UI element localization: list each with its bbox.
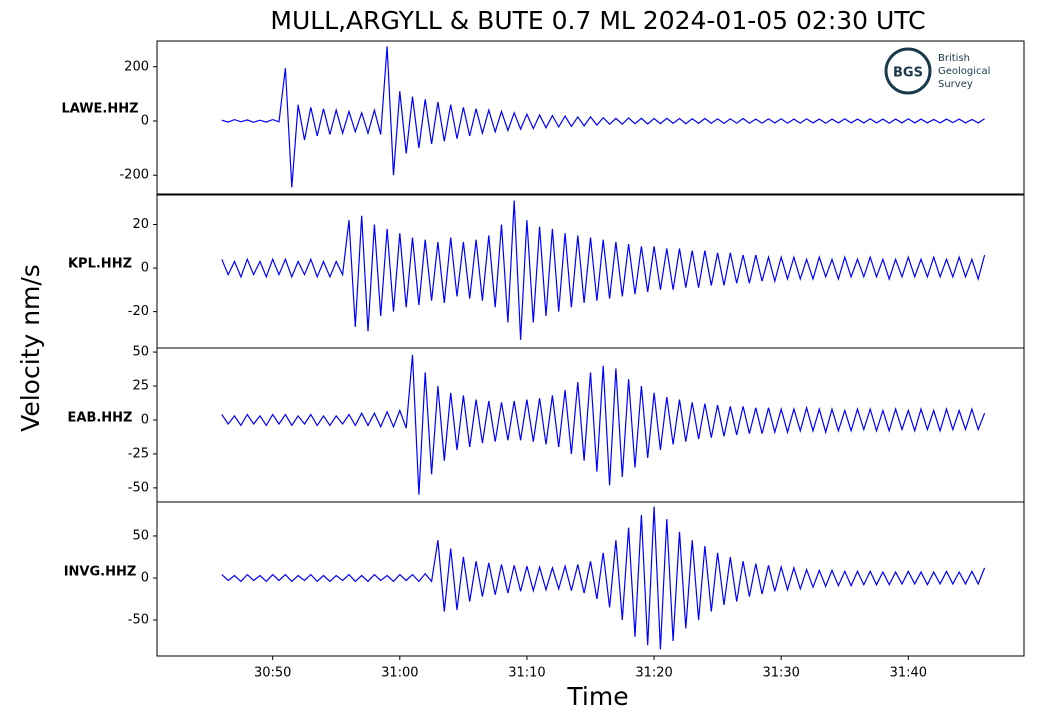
trace (221, 46, 985, 188)
x-tick-label: 31:10 (508, 666, 545, 681)
panel-frame (156, 40, 1025, 196)
y-axis-label: Velocity nm/s (16, 264, 45, 432)
y-tick-label: 25 (132, 379, 149, 394)
y-tick-label: 0 (141, 412, 149, 427)
x-tick-label: 31:00 (381, 666, 418, 681)
y-tick-label: -25 (128, 446, 149, 461)
x-tick-label: 31:20 (635, 666, 672, 681)
y-tick-label: 50 (132, 528, 149, 543)
panel-frame (156, 501, 1025, 657)
y-tick-label: -20 (128, 304, 149, 319)
trace (221, 354, 986, 495)
y-tick-label: 0 (141, 261, 149, 276)
station-label: KPL.HHZ (68, 257, 132, 272)
x-axis-label: Time (566, 682, 628, 711)
trace (221, 506, 986, 650)
x-tick-label: 30:50 (254, 666, 291, 681)
y-tick-label: 0 (141, 113, 149, 128)
panel-frame (156, 347, 1025, 503)
y-tick-label: -200 (119, 168, 149, 183)
logo-text: Survey (938, 79, 973, 90)
logo-ring (884, 47, 932, 95)
panel-frame (156, 193, 1025, 349)
y-tick-label: 0 (141, 570, 149, 585)
chart-title: MULL,ARGYLL & BUTE 0.7 ML 2024-01-05 02:… (270, 6, 925, 35)
station-label: LAWE.HHZ (61, 102, 138, 117)
logo-text: British (938, 53, 970, 64)
y-tick-label: -50 (128, 613, 149, 628)
logo-text: Geological (938, 66, 990, 77)
station-label: EAB.HHZ (68, 411, 133, 426)
logo-mark: BGS (893, 66, 923, 81)
logo: BGS British Geological Survey (884, 47, 990, 95)
y-tick-label: 200 (124, 59, 149, 74)
y-tick-label: 50 (132, 345, 149, 360)
station-label: INVG.HHZ (64, 565, 137, 580)
x-tick-label: 31:40 (890, 666, 927, 681)
x-tick-label: 31:30 (762, 666, 799, 681)
trace (221, 200, 986, 340)
y-tick-label: 20 (132, 217, 149, 232)
y-tick-label: -50 (128, 480, 149, 495)
